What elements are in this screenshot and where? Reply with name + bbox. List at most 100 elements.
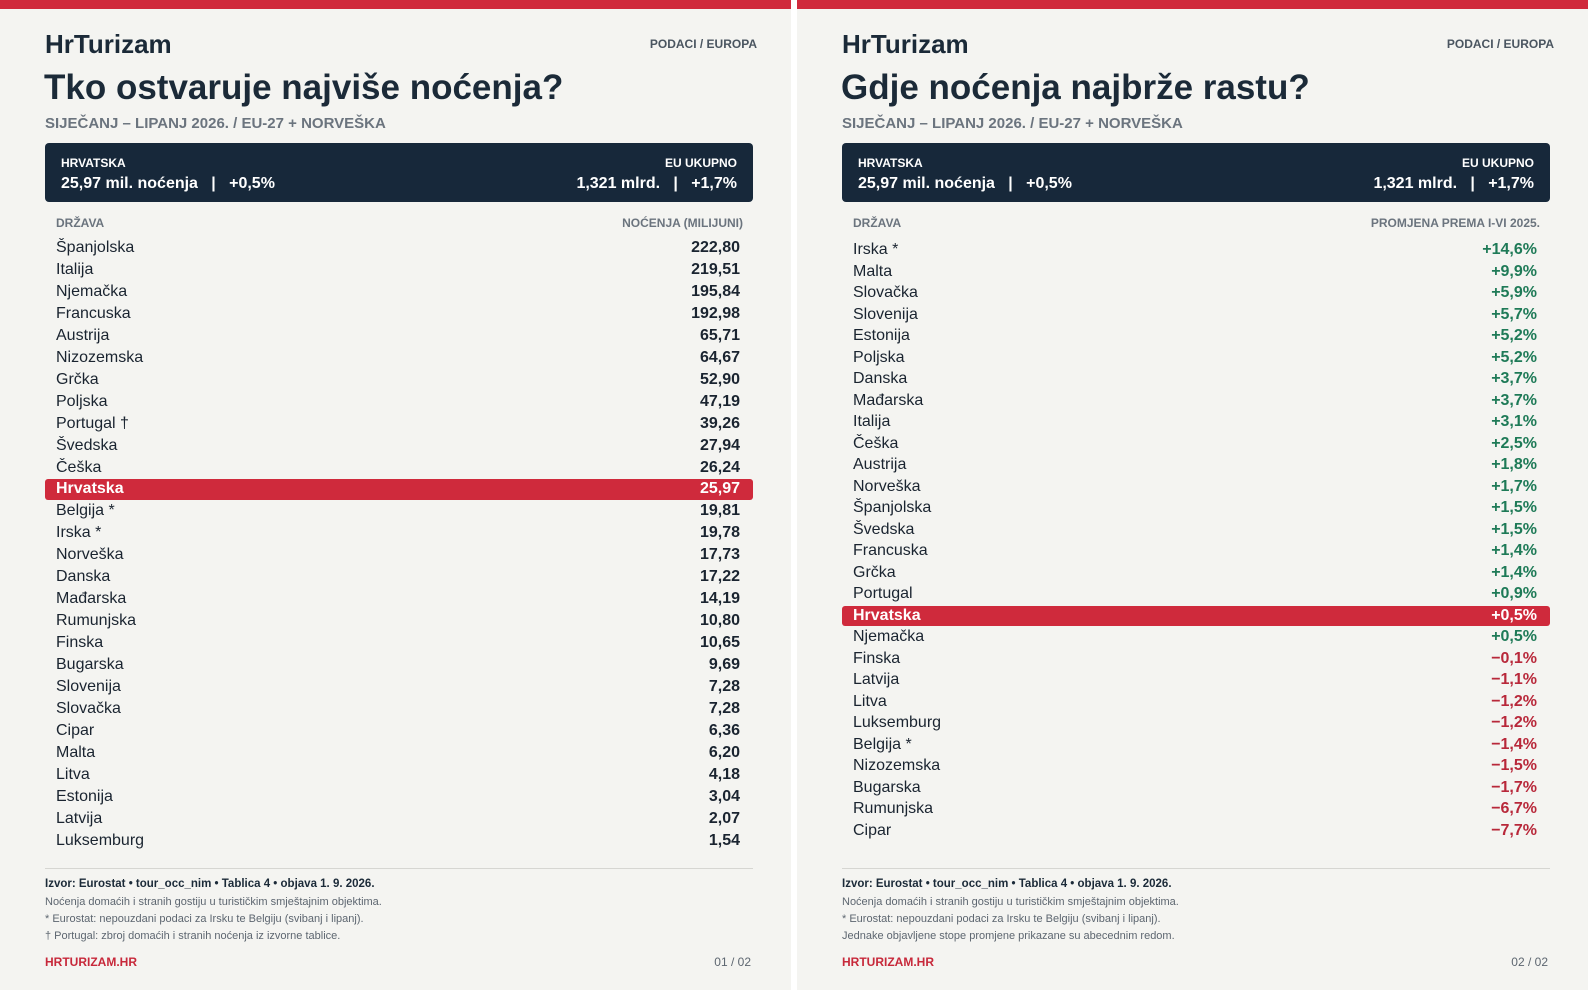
country-value: 3,04 [708, 787, 740, 805]
site-link[interactable]: HRTURIZAM.HR [45, 955, 137, 969]
country-value: 19,78 [699, 524, 740, 542]
page-subtitle: SIJEČANJ – LIPANJ 2026. / EU-27 + NORVEŠ… [45, 115, 386, 132]
table-row: Luksemburg −1,2% [842, 713, 1550, 734]
table-row: Mađarska +3,7% [842, 391, 1550, 412]
country-value: +1,5% [1491, 499, 1537, 516]
country-name: Bugarska [853, 778, 921, 796]
table-row: Grčka +1,4% [842, 563, 1550, 584]
summary-left-label: HRVATSKA [858, 156, 923, 170]
country-name: Češka [56, 458, 102, 476]
country-value: 9,69 [708, 656, 740, 674]
section-tag: PODACI / EUROPA [1446, 37, 1554, 51]
country-name: Cipar [56, 721, 95, 739]
country-name: Rumunjska [853, 800, 934, 817]
table-row: Bugarska −1,7% [842, 778, 1550, 799]
country-name: Češka [853, 434, 899, 452]
table-row: Finska 10,65 [45, 633, 753, 654]
note-line: † Portugal: zbroj domaćih i stranih noće… [45, 930, 341, 942]
site-link[interactable]: HRTURIZAM.HR [842, 955, 934, 969]
table-row: Češka +2,5% [842, 434, 1550, 455]
country-value: +3,7% [1491, 370, 1537, 387]
country-name: Švedska [56, 436, 118, 454]
country-name: Rumunjska [56, 612, 137, 630]
brand-logo: HrTurizam [842, 29, 969, 59]
country-value: +9,9% [1491, 262, 1537, 280]
country-name: Poljska [853, 348, 905, 366]
country-value: 192,98 [691, 304, 740, 322]
country-value: +1,4% [1491, 542, 1537, 559]
table-row: Švedska 27,94 [45, 436, 753, 457]
country-name: Irska * [853, 241, 899, 258]
country-value: +1,7% [1491, 477, 1537, 495]
table-row: Rumunjska −6,7% [842, 799, 1550, 820]
table-row: Italija 219,51 [45, 260, 753, 281]
country-value: +1,8% [1491, 456, 1537, 473]
country-value: −1,1% [1491, 671, 1537, 688]
country-value: +5,2% [1491, 327, 1537, 344]
country-value: +3,1% [1491, 413, 1537, 430]
table-row: Češka 26,24 [45, 458, 753, 479]
country-name: Francuska [853, 542, 928, 559]
accent-bar [0, 0, 791, 9]
country-name: Austrija [56, 326, 110, 344]
country-name: Luksemburg [56, 831, 145, 849]
country-name: Norveška [56, 546, 124, 564]
country-name: Estonija [56, 787, 113, 805]
country-value: +5,7% [1491, 305, 1537, 323]
brand-logo: HrTurizam [45, 29, 172, 59]
country-value: 1,54 [708, 831, 740, 849]
source-line: Izvor: Eurostat • tour_occ_nim • Tablica… [842, 878, 1172, 890]
country-name: Portugal † [56, 414, 129, 432]
table-row: Poljska +5,2% [842, 348, 1550, 369]
table-row: Španjolska 222,80 [45, 238, 753, 259]
table-row: Italija +3,1% [842, 412, 1550, 433]
country-name: Bugarska [56, 656, 124, 674]
country-name: Luksemburg [853, 714, 942, 731]
table-row: Austrija +1,8% [842, 455, 1550, 476]
country-value: 7,28 [708, 678, 740, 695]
note-line: Noćenja domaćih i stranih gostiju u turi… [45, 896, 382, 908]
table-row: Latvija −1,1% [842, 670, 1550, 691]
section-tag: PODACI / EUROPA [649, 37, 757, 51]
country-name: Švedska [853, 520, 915, 538]
country-value: 2,07 [708, 809, 740, 827]
country-name: Belgija * [56, 502, 115, 520]
table-row: Norveška +1,7% [842, 477, 1550, 498]
country-value: +1,4% [1491, 563, 1537, 581]
country-name: Slovačka [853, 284, 918, 301]
country-value: 6,36 [708, 721, 740, 739]
summary-box: HRVATSKA 25,97 mil. noćenja | +0,5% EU U… [842, 143, 1550, 202]
country-name: Španjolska [853, 499, 932, 516]
table-row: Njemačka +0,5% [842, 627, 1550, 648]
column-header-country: DRŽAVA [56, 216, 105, 230]
table-row: Irska * 19,78 [45, 523, 753, 544]
table-row: Belgija * 19,81 [45, 501, 753, 522]
country-value: +5,2% [1491, 348, 1537, 366]
country-value: −7,7% [1491, 821, 1537, 839]
summary-left-value: 25,97 mil. noćenja | +0,5% [61, 175, 275, 192]
table-row: Švedska +1,5% [842, 520, 1550, 541]
country-name: Danska [853, 370, 908, 387]
country-name: Španjolska [56, 239, 135, 256]
table-row: Luksemburg 1,54 [45, 831, 753, 852]
country-name: Grčka [56, 370, 99, 388]
country-name: Danska [56, 568, 111, 586]
country-value: 26,24 [699, 458, 740, 476]
summary-left-label: HRVATSKA [61, 156, 126, 170]
country-name: Finska [56, 634, 104, 652]
country-name: Njemačka [56, 282, 128, 300]
country-name: Malta [56, 743, 96, 761]
footer-divider [45, 868, 753, 869]
table-row: Portugal † 39,26 [45, 414, 753, 435]
country-value: 219,51 [691, 260, 740, 278]
country-name: Latvija [56, 809, 103, 827]
table-row: Austrija 65,71 [45, 326, 753, 347]
table-row: Belgija * −1,4% [842, 735, 1550, 756]
table-row-highlighted: Hrvatska +0,5% [842, 605, 1550, 626]
table-row: Slovenija 7,28 [45, 677, 753, 698]
country-name: Irska * [56, 524, 102, 542]
table-row: Litva 4,18 [45, 765, 753, 786]
note-line: * Eurostat: nepouzdani podaci za Irsku t… [842, 913, 1161, 925]
country-value: +3,7% [1491, 391, 1537, 409]
country-name: Grčka [853, 563, 896, 581]
